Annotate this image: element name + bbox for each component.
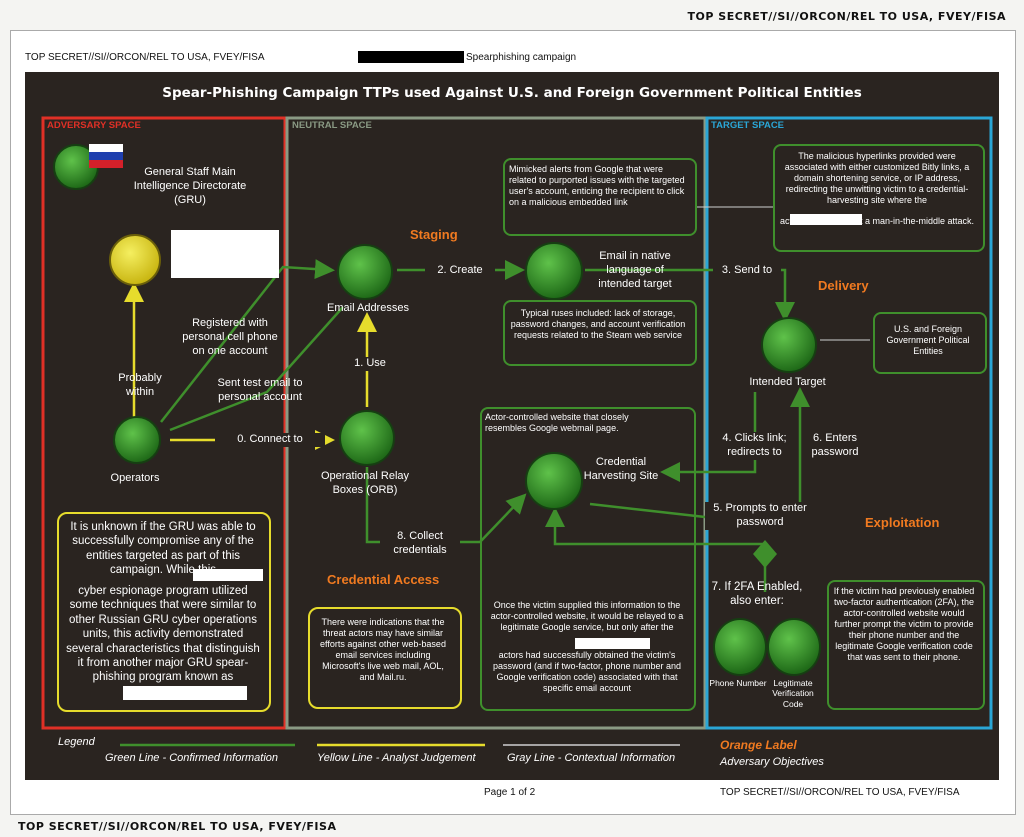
bottom-classification-banner: TOP SECRET//SI//ORCON/REL TO USA, FVEY/F… [18, 820, 337, 833]
enters-label: 6. Enters password [811, 432, 859, 458]
twofa-note-text: If the victim had previously enabled two… [833, 586, 975, 662]
doc-header-topic: Spearphishing campaign [466, 52, 577, 63]
email-addresses-icon [337, 244, 393, 300]
email-native-label: Email in native language of intended tar… [598, 250, 672, 290]
us-foreign-text: U.S. and Foreign Government Political En… [886, 324, 970, 356]
staging-label: Staging [410, 227, 458, 242]
building-icon [109, 234, 161, 286]
code-label: Legitimate Verification Code [772, 678, 814, 709]
mimicked-text: Mimicked alerts from Google that were re… [509, 164, 685, 207]
top-classification-banner: TOP SECRET//SI//ORCON/REL TO USA, FVEY/F… [687, 10, 1006, 23]
us-foreign-box [873, 312, 987, 374]
collect-label: 8. Collect credentials [380, 530, 460, 558]
intended-target-label: Intended Target [749, 376, 826, 388]
prompts-label: 5. Prompts to enter password [705, 502, 815, 530]
adversary-space-label: ADVERSARY SPACE [47, 120, 141, 131]
twofa-note-box [827, 580, 985, 710]
legend-orange-title: Orange Label [720, 738, 797, 752]
email-native-icon [525, 242, 583, 300]
unknown-note-text-1: It is unknown if the GRU was able to suc… [70, 521, 256, 577]
verification-code-icon [767, 618, 821, 676]
redacted-inline [790, 214, 862, 225]
credential-access-label: Credential Access [327, 572, 440, 587]
redacted-inline [123, 686, 247, 700]
intended-target-icon [761, 317, 817, 373]
indications-box [308, 607, 462, 709]
legend-yellow: Yellow Line - Analyst Judgement [317, 752, 476, 764]
redacted-inline [575, 638, 650, 649]
russian-flag-icon [89, 144, 123, 168]
neutral-space-label: NEUTRAL SPACE [292, 120, 372, 131]
credential-site-box [480, 407, 696, 711]
phone-icon [713, 618, 767, 676]
slide-title: Spear-Phishing Campaign TTPs used Agains… [162, 85, 862, 101]
hyperlinks-text-1: The malicious hyperlinks provided were a… [784, 151, 970, 205]
email-addresses-label: Email Addresses [327, 302, 409, 314]
mimicked-box [503, 158, 697, 236]
orb-icon [339, 410, 395, 466]
unknown-note-text-2: cyber espionage program utilized some te… [66, 585, 260, 684]
footer-classification: TOP SECRET//SI//ORCON/REL TO USA, FVEY/F… [720, 787, 960, 798]
ruses-box [503, 300, 697, 366]
registered-label: Registered with personal cell phone on o… [182, 317, 278, 357]
legend-green: Green Line - Confirmed Information [105, 752, 279, 764]
orb-label: Operational Relay Boxes (ORB) [320, 470, 410, 496]
legend-label: Legend [58, 736, 95, 748]
operators-icon [113, 416, 161, 464]
slide: Spear-Phishing Campaign TTPs used Agains… [25, 72, 999, 780]
connect-label: 0. Connect to [215, 433, 325, 447]
redacted-inline [193, 569, 263, 581]
redaction-bar [358, 51, 464, 63]
indications-text: There were indications that the threat a… [320, 617, 446, 682]
redacted-block [171, 230, 279, 278]
credential-site-icon [525, 452, 583, 510]
credential-site-label: Credential Harvesting Site [583, 456, 659, 482]
delivery-label: Delivery [818, 278, 869, 293]
exploitation-label: Exploitation [865, 515, 940, 530]
actor-site-text: Actor-controlled website that closely re… [485, 412, 629, 433]
send-label: 3. Send to [713, 264, 781, 278]
create-label: 2. Create [425, 264, 495, 278]
probably-within-label: Probably within [118, 372, 162, 398]
relay-note-text-1: Once the victim supplied this informatio… [490, 600, 684, 632]
use-label: 1. Use [345, 357, 395, 371]
hyperlinks-box [773, 144, 985, 252]
adversary-frame [41, 116, 287, 730]
page-number: Page 1 of 2 [484, 787, 536, 798]
sent-test-label: Sent test email to personal account [217, 377, 303, 403]
clicks-label: 4. Clicks link; redirects to [717, 432, 792, 460]
doc-header-classification: TOP SECRET//SI//ORCON/REL TO USA, FVEY/F… [25, 52, 265, 63]
legend-gray: Gray Line - Contextual Information [507, 752, 676, 764]
phone-label: Phone Number [709, 678, 767, 688]
gru-label: General Staff Main Intelligence Director… [133, 166, 247, 206]
target-space-label: TARGET SPACE [711, 120, 785, 131]
relay-note-text-2: actors had successfully obtained the vic… [492, 650, 682, 693]
target-frame [705, 116, 993, 730]
twofa-label: 7. If 2FA Enabled, also enter: [711, 581, 803, 608]
legend-orange-sub: Adversary Objectives [720, 756, 824, 768]
unknown-note-box [57, 512, 271, 712]
ruses-text: Typical ruses included: lack of storage,… [510, 308, 686, 340]
hyperlinks-text-2: actors could conduct a man-in-the-middle… [779, 216, 975, 226]
neutral-frame [285, 116, 707, 730]
operators-label: Operators [110, 472, 160, 484]
